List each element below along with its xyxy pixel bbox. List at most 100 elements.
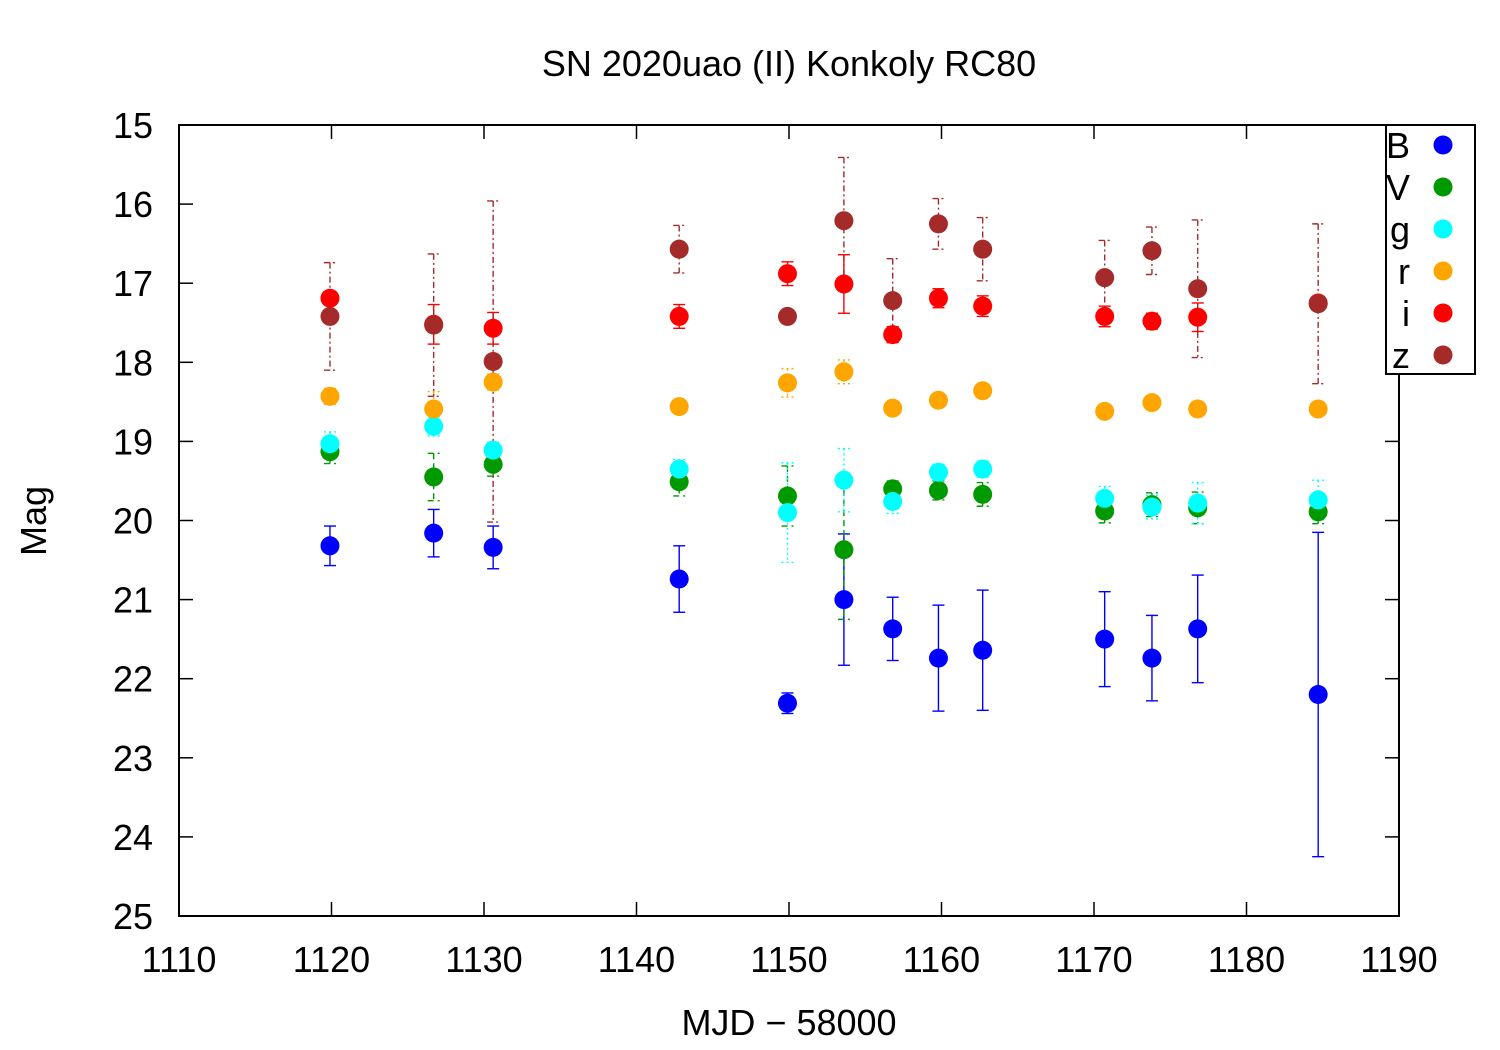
point-z	[1142, 241, 1162, 261]
y-tick-label: 15	[113, 105, 153, 146]
point-V	[424, 467, 444, 487]
x-tick-label: 1150	[750, 939, 827, 980]
point-B	[777, 693, 797, 713]
point-i	[777, 264, 797, 284]
point-g	[973, 459, 993, 479]
point-B	[1095, 629, 1115, 649]
point-r	[483, 372, 503, 392]
point-r	[928, 390, 948, 410]
point-B	[973, 640, 993, 660]
point-B	[483, 537, 503, 557]
legend-label-B: B	[1386, 125, 1410, 166]
x-tick-label: 1190	[1360, 939, 1437, 980]
legend-box	[1385, 124, 1476, 375]
point-r	[1308, 399, 1328, 419]
y-tick-label: 23	[113, 738, 153, 779]
point-i	[834, 274, 854, 294]
point-B	[1308, 685, 1328, 705]
y-tick-label: 18	[113, 342, 153, 383]
point-g	[424, 416, 444, 436]
legend-label-r: r	[1398, 251, 1410, 292]
point-z	[483, 352, 503, 372]
legend-label-i: i	[1402, 293, 1410, 334]
chart-title: SN 2020uao (II) Konkoly RC80	[542, 43, 1036, 84]
point-V	[777, 486, 797, 506]
x-axis-label: MJD − 58000	[681, 1002, 896, 1043]
data-points	[320, 211, 1328, 713]
point-i	[669, 306, 689, 326]
point-r	[883, 398, 903, 418]
point-B	[1142, 648, 1162, 668]
point-g	[1308, 490, 1328, 510]
point-z	[669, 239, 689, 259]
point-r	[320, 386, 340, 406]
point-r	[834, 362, 854, 382]
y-tick-label: 21	[113, 580, 153, 621]
y-axis-label: Mag	[13, 486, 54, 556]
legend-label-g: g	[1390, 209, 1410, 250]
point-B	[928, 648, 948, 668]
point-z	[1095, 268, 1115, 288]
point-z	[320, 306, 340, 326]
x-tick-label: 1160	[903, 939, 980, 980]
x-tick-label: 1180	[1208, 939, 1285, 980]
point-r	[1188, 399, 1208, 419]
legend-marker-i	[1433, 303, 1453, 323]
y-tick-label: 20	[113, 501, 153, 542]
point-g	[1142, 497, 1162, 517]
x-tick-label: 1140	[598, 939, 675, 980]
y-tick-label: 16	[113, 184, 153, 225]
y-tick-label: 17	[113, 263, 153, 304]
point-g	[320, 434, 340, 454]
point-z	[777, 306, 797, 326]
point-r	[777, 373, 797, 393]
tick-labels: 1110 1120 1130 1140 1150 1160 1170 1180 1190 15 16…	[113, 105, 1438, 980]
point-V	[928, 480, 948, 500]
x-tick-label: 1170	[1055, 939, 1132, 980]
point-B	[834, 590, 854, 610]
point-z	[928, 214, 948, 234]
point-r	[973, 381, 993, 401]
point-g	[834, 470, 854, 490]
point-B	[883, 619, 903, 639]
point-r	[1095, 401, 1115, 421]
point-i	[483, 318, 503, 338]
point-z	[1308, 294, 1328, 314]
x-tick-label: 1130	[445, 939, 522, 980]
point-g	[928, 462, 948, 482]
point-z	[883, 291, 903, 311]
point-i	[1188, 307, 1208, 327]
point-r	[1142, 393, 1162, 413]
point-r	[424, 399, 444, 419]
point-i	[1095, 306, 1115, 326]
legend-label-V: V	[1386, 167, 1410, 208]
point-V	[483, 454, 503, 474]
point-B	[424, 523, 444, 543]
point-z	[424, 315, 444, 335]
legend-marker-z	[1433, 345, 1453, 365]
point-g	[1188, 493, 1208, 513]
y-tick-label: 19	[113, 421, 153, 462]
x-tick-label: 1120	[293, 939, 370, 980]
point-B	[669, 569, 689, 589]
plot-frame	[178, 124, 1400, 917]
point-V	[834, 540, 854, 560]
y-tick-label: 25	[113, 896, 153, 937]
point-g	[1095, 488, 1115, 508]
point-i	[883, 325, 903, 345]
point-i	[1142, 311, 1162, 331]
point-g	[883, 492, 903, 512]
point-g	[483, 440, 503, 460]
point-i	[973, 296, 993, 316]
x-tick-label: 1110	[142, 939, 217, 980]
point-g	[777, 503, 797, 523]
point-r	[669, 397, 689, 417]
point-i	[928, 288, 948, 308]
point-z	[973, 239, 993, 259]
y-tick-label: 24	[113, 817, 153, 858]
point-z	[1188, 279, 1208, 299]
legend-marker-V	[1433, 177, 1453, 197]
point-z	[834, 211, 854, 231]
